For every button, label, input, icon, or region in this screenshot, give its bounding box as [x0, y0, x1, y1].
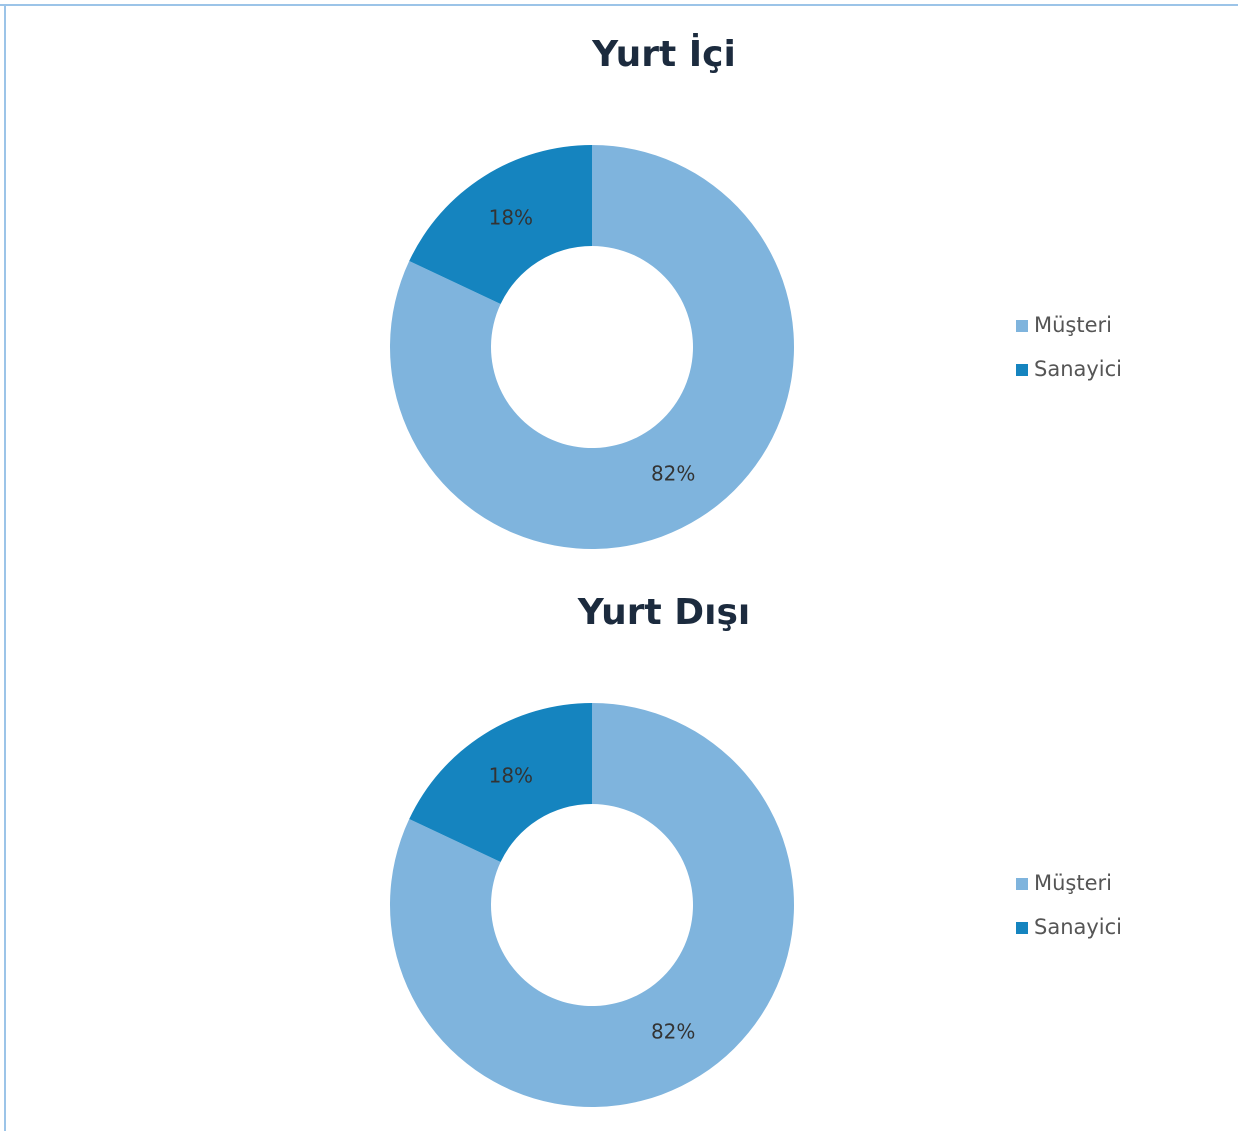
legend-swatch	[1016, 878, 1028, 890]
data-label: 82%	[651, 1019, 695, 1043]
chart-title: Yurt İçi	[591, 33, 736, 75]
donut-segment	[409, 145, 592, 304]
legend-swatch	[1016, 364, 1028, 376]
legend-label: Sanayici	[1034, 915, 1122, 939]
data-label: 18%	[489, 206, 533, 230]
legend-label: Müşteri	[1034, 313, 1112, 337]
data-label: 82%	[651, 461, 695, 485]
donut-segment	[390, 703, 794, 1107]
legend-swatch	[1016, 320, 1028, 332]
data-label: 18%	[489, 764, 533, 788]
legend-label: Müşteri	[1034, 871, 1112, 895]
legend-swatch	[1016, 922, 1028, 934]
donut-segment	[390, 145, 794, 549]
chart-title: Yurt Dışı	[577, 592, 751, 633]
donut-segment	[409, 703, 592, 862]
legend-label: Sanayici	[1034, 357, 1122, 381]
